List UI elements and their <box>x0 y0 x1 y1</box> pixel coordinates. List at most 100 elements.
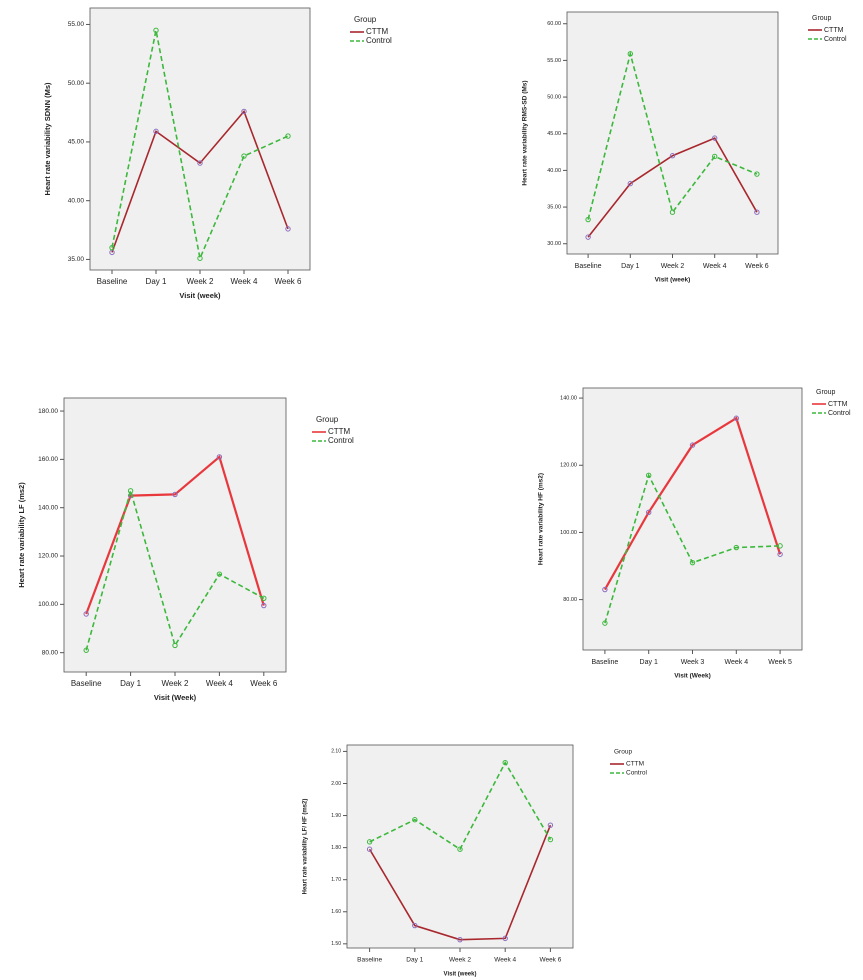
x-tick-label: Day 1 <box>120 679 141 688</box>
y-tick-label: 180.00 <box>38 408 58 415</box>
point-marker <box>241 108 247 115</box>
x-tick-label: Week 5 <box>768 659 792 666</box>
x-axis-label: Visit (week) <box>444 972 477 978</box>
legend-label: Control <box>824 36 847 43</box>
series-line <box>85 487 265 651</box>
y-tick-label: 1.90 <box>331 813 341 819</box>
x-tick-label: Week 6 <box>250 679 278 688</box>
point-marker <box>83 647 89 653</box>
plot-area <box>63 397 287 673</box>
point-marker <box>627 51 633 57</box>
point-marker <box>689 559 696 566</box>
x-tick-label: Week 2 <box>661 263 685 270</box>
x-tick-label: Week 2 <box>162 679 190 688</box>
y-tick-label: 140.00 <box>38 504 58 511</box>
x-axis-label: Visit (Week) <box>154 693 197 702</box>
y-tick-label: 120.00 <box>560 463 577 469</box>
point-marker <box>733 415 739 421</box>
legend-title: Group <box>614 749 632 756</box>
y-tick-label: 1.70 <box>331 877 341 883</box>
x-tick-label: Day 1 <box>146 277 167 286</box>
x-tick-label: Baseline <box>71 679 102 688</box>
point-marker <box>153 128 159 135</box>
y-tick-label: 1.80 <box>331 845 341 851</box>
series-line <box>603 416 782 591</box>
point-marker <box>261 602 267 609</box>
y-tick-label: 80.00 <box>42 649 59 656</box>
y-tick-label: 40.00 <box>547 168 561 174</box>
legend-label: CTTM <box>828 401 848 408</box>
x-tick-label: Week 6 <box>539 957 561 964</box>
point-marker <box>261 595 267 602</box>
legend-label: Control <box>626 770 648 777</box>
x-tick-label: Week 4 <box>206 679 234 688</box>
point-marker <box>412 922 418 929</box>
x-tick-label: Baseline <box>575 263 602 270</box>
point-marker <box>627 180 633 187</box>
x-axis-label: Visit (week) <box>655 277 691 284</box>
point-marker <box>777 551 783 557</box>
series-line <box>368 824 552 941</box>
y-tick-label: 80.00 <box>563 597 577 603</box>
y-axis-label: Heart rate variability HF (ms2) <box>538 473 545 565</box>
y-tick-label: 60.00 <box>547 21 561 27</box>
point-marker <box>547 822 554 828</box>
point-marker <box>285 133 291 139</box>
point-marker <box>109 244 115 251</box>
x-tick-label: Week 6 <box>745 263 769 270</box>
point-marker <box>585 216 591 223</box>
point-marker <box>457 846 463 852</box>
point-marker <box>172 642 178 649</box>
y-tick-label: 45.00 <box>68 139 85 146</box>
legend-title: Group <box>316 415 339 424</box>
x-tick-label: Week 6 <box>275 277 303 286</box>
point-marker <box>602 620 608 626</box>
x-tick-label: Week 2 <box>449 957 471 964</box>
x-tick-label: Week 4 <box>494 957 516 964</box>
plot-area <box>566 11 779 255</box>
y-tick-label: 2.00 <box>331 781 341 787</box>
y-tick-label: 1.50 <box>331 941 341 947</box>
plot-area <box>582 387 803 651</box>
point-marker <box>285 226 291 232</box>
series-line <box>587 50 758 220</box>
legend-label: CTTM <box>626 761 644 768</box>
point-marker <box>733 544 739 551</box>
point-marker <box>366 846 373 852</box>
legend-label: Control <box>828 410 851 417</box>
chart: 30.00 35.00 40.00 45.00 50.00 55.00 60.00 Basel… <box>522 11 847 284</box>
y-tick-label: 30.00 <box>547 241 561 247</box>
point-marker <box>754 209 760 215</box>
point-marker <box>646 509 652 515</box>
x-tick-label: Week 2 <box>187 277 215 286</box>
point-marker <box>457 936 463 943</box>
y-tick-label: 45.00 <box>547 131 561 137</box>
series-line <box>85 455 265 615</box>
y-tick-label: 50.00 <box>68 80 85 87</box>
x-tick-label: Baseline <box>97 277 128 286</box>
point-marker <box>366 839 373 845</box>
series-line <box>111 109 289 253</box>
point-marker <box>602 586 608 593</box>
chart: 35.00 40.00 45.00 50.00 55.00 Baseline Day 1 We… <box>43 7 392 300</box>
y-tick-label: 100.00 <box>38 601 58 608</box>
y-tick-label: 35.00 <box>68 256 85 263</box>
y-tick-label: 120.00 <box>38 553 58 560</box>
y-axis-label: Heart rate variability RMS-SD (Ms) <box>522 80 529 185</box>
y-axis-label: Heart rate variability LF/ HF (ms2) <box>303 799 309 895</box>
y-axis-label: Heart rate variability SDNN (Ms) <box>43 82 52 195</box>
plot-area <box>89 7 311 271</box>
chart: 80.00 100.00 120.00 140.00 Baseline Day 1 Week… <box>538 387 851 680</box>
point-marker <box>585 234 591 240</box>
x-tick-label: Day 1 <box>621 263 639 270</box>
legend-label: CTTM <box>328 427 351 436</box>
x-tick-label: Week 3 <box>681 659 705 666</box>
x-tick-label: Baseline <box>591 659 618 666</box>
point-marker <box>669 153 676 159</box>
point-marker <box>197 160 203 166</box>
point-marker <box>712 135 718 141</box>
x-tick-label: Week 4 <box>703 263 727 270</box>
legend-label: Control <box>366 36 392 45</box>
x-axis-label: Visit (week) <box>179 291 221 300</box>
y-axis-label: Heart rate variability LF (ms2) <box>17 482 26 588</box>
